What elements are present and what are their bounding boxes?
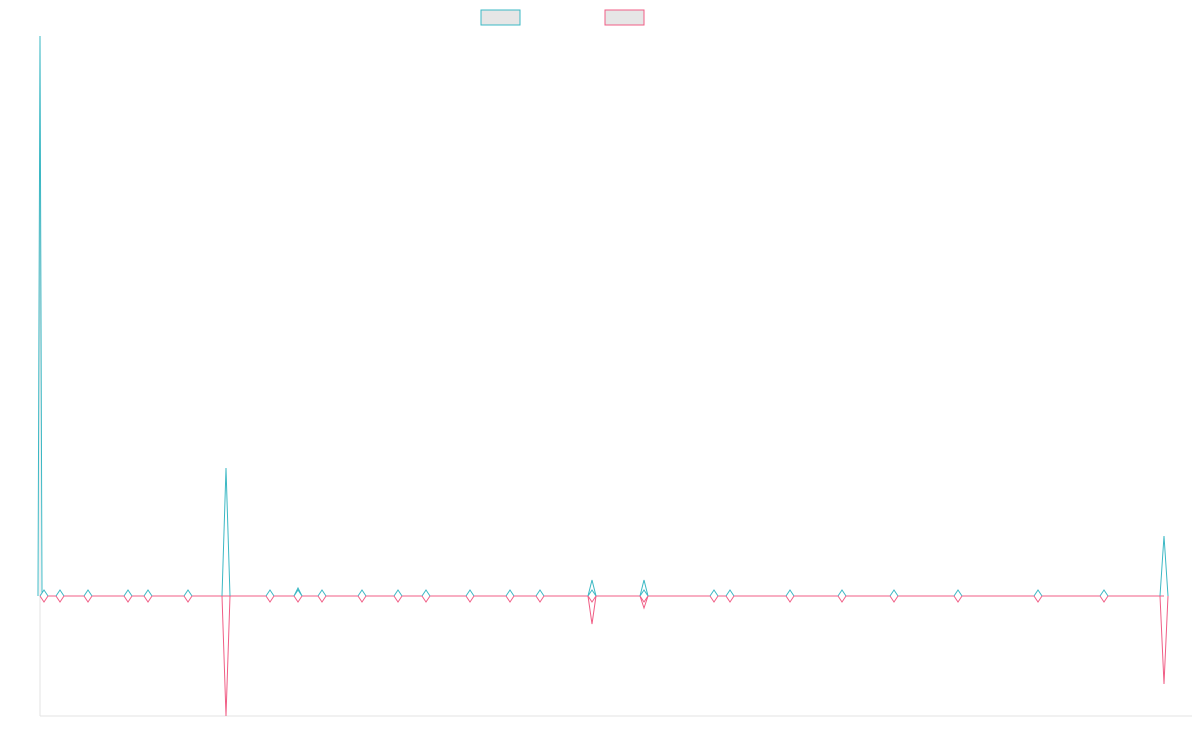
point-marker-bottom [83,595,93,603]
point-marker-top [39,589,49,597]
point-marker-top [123,589,133,597]
point-marker-bottom [535,595,545,603]
legend-swatch-series-2 [604,9,645,26]
point-marker-bottom [889,595,899,603]
spike-up-0 [37,35,43,597]
point-marker-top [293,589,303,597]
point-marker-bottom [953,595,963,603]
point-marker-top [393,589,403,597]
spike-up-1 [221,467,231,597]
point-marker-top [587,589,597,597]
point-marker-bottom [265,595,275,603]
point-marker-top [785,589,795,597]
point-marker-top [535,589,545,597]
point-marker-top [55,589,65,597]
axes [39,36,1192,717]
point-marker-top [725,589,735,597]
spike-up-4 [639,579,649,597]
legend-swatch-series-1 [480,9,521,26]
point-marker-top [317,589,327,597]
point-marker-bottom [1033,595,1043,603]
point-marker-bottom [709,595,719,603]
plot-area [37,35,1169,717]
point-marker-top [889,589,899,597]
point-marker-top [143,589,153,597]
spike-up-3 [587,579,597,597]
point-marker-bottom [837,595,847,603]
legend [480,9,645,26]
point-marker-bottom [505,595,515,603]
point-marker-bottom [183,595,193,603]
point-marker-bottom [317,595,327,603]
spike-down-1 [221,595,231,717]
point-marker-bottom [465,595,475,603]
point-marker-bottom [143,595,153,603]
spike-down-4 [639,595,649,610]
point-marker-top [421,589,431,597]
point-marker-top [465,589,475,597]
point-marker-bottom [1099,595,1109,603]
point-marker-top [709,589,719,597]
point-marker-bottom [587,595,597,603]
spike-up-5 [1159,535,1169,597]
point-marker-bottom [55,595,65,603]
point-marker-top [1033,589,1043,597]
point-marker-bottom [123,595,133,603]
point-marker-top [953,589,963,597]
point-marker-top [505,589,515,597]
point-marker-top [837,589,847,597]
point-marker-top [357,589,367,597]
spike-down-5 [1159,595,1169,685]
point-marker-top [1099,589,1109,597]
point-marker-bottom [785,595,795,603]
point-marker-bottom [725,595,735,603]
point-marker-top [183,589,193,597]
point-marker-bottom [293,595,303,603]
point-marker-bottom [639,595,649,603]
point-marker-top [265,589,275,597]
point-marker-top [639,589,649,597]
spike-down-3 [587,595,597,625]
point-marker-top [83,589,93,597]
point-marker-bottom [421,595,431,603]
point-marker-bottom [39,595,49,603]
point-marker-bottom [357,595,367,603]
point-marker-bottom [393,595,403,603]
